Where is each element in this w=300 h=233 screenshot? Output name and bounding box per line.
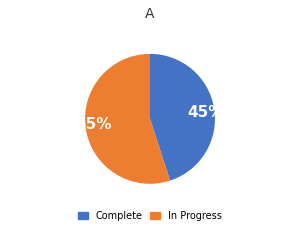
Wedge shape <box>150 54 215 181</box>
Legend: Complete, In Progress: Complete, In Progress <box>74 207 226 225</box>
Wedge shape <box>85 54 170 184</box>
Text: 55%: 55% <box>76 117 113 132</box>
Title: A: A <box>145 7 155 21</box>
Text: 45%: 45% <box>187 106 224 120</box>
